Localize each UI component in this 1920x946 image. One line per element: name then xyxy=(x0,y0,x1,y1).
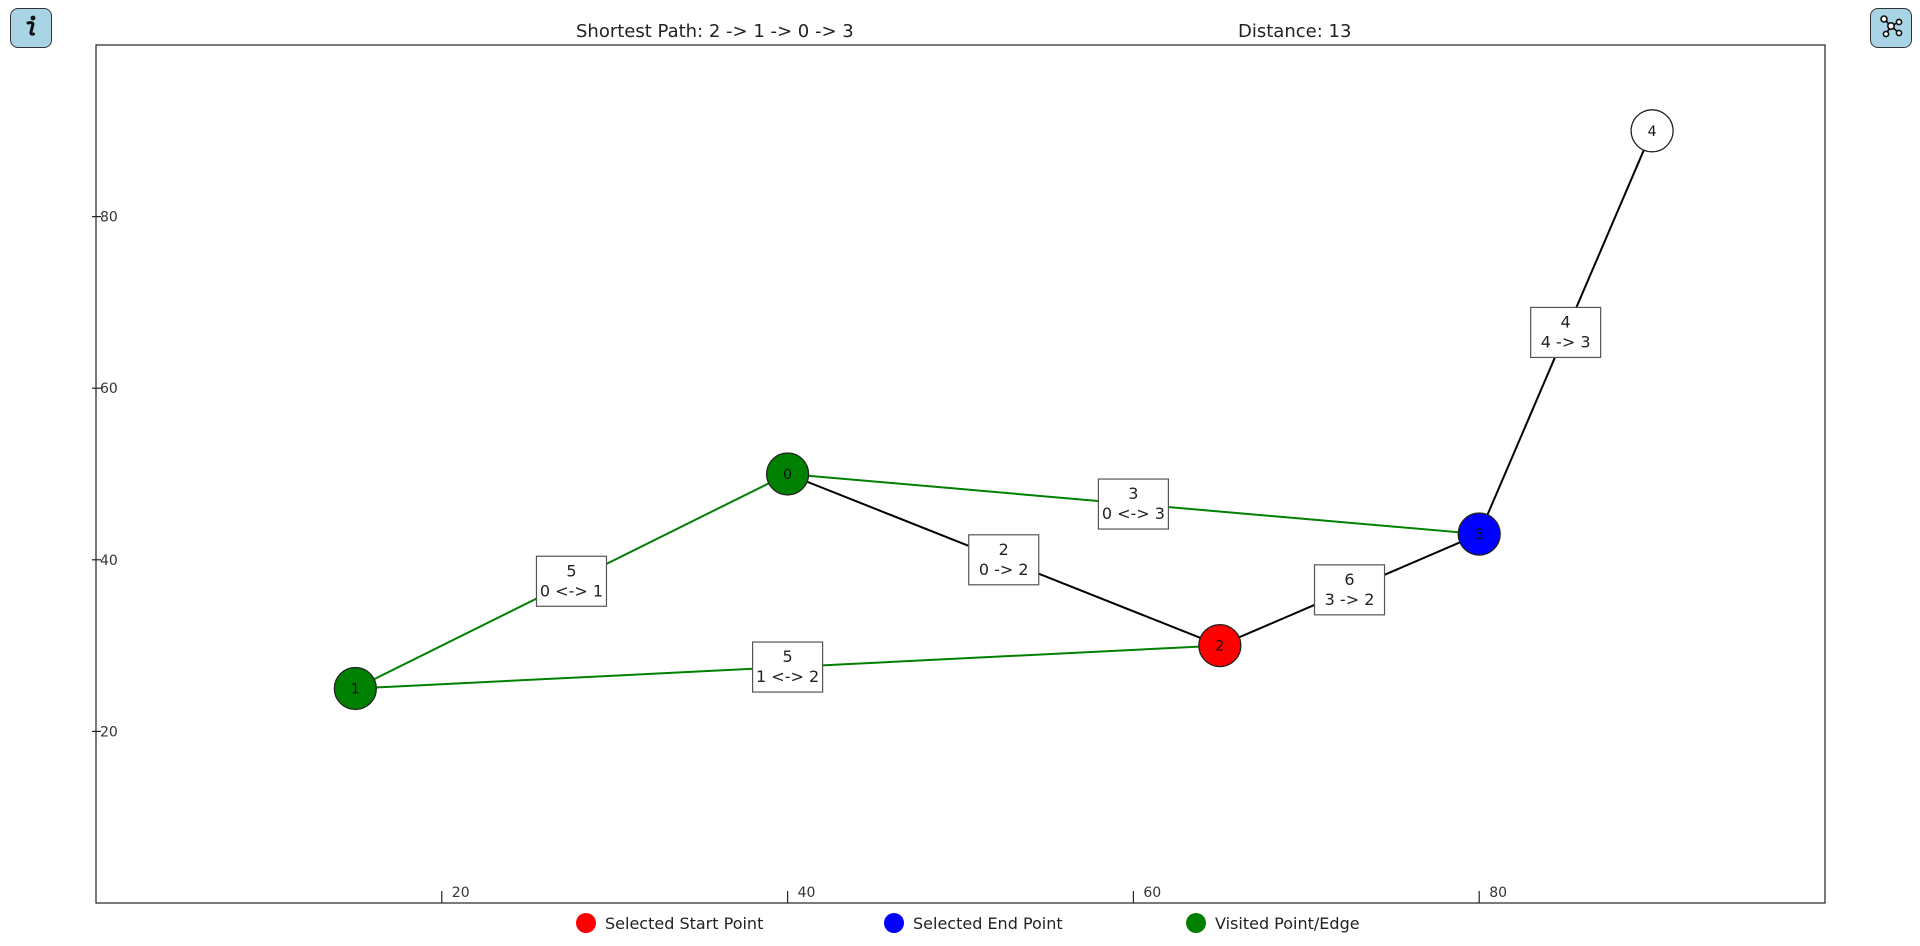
y-tick-label: 20 xyxy=(100,724,118,740)
info-button[interactable] xyxy=(10,8,52,48)
shortest-path-text: Shortest Path: 2 -> 1 -> 0 -> 3 xyxy=(576,21,854,42)
edge-label-box xyxy=(1313,564,1386,616)
x-tick-label: 20 xyxy=(452,885,470,901)
legend-start-label: Selected Start Point xyxy=(605,913,764,933)
edge-label-0-3[interactable]: 30 <-> 3 xyxy=(1097,478,1170,530)
x-tick-label: 80 xyxy=(1489,885,1507,901)
node-circle xyxy=(1198,623,1242,668)
edge-weight: 5 xyxy=(783,647,793,666)
edge-weight: 2 xyxy=(999,540,1009,559)
node-circle xyxy=(333,666,378,711)
graph-network-button[interactable] xyxy=(1870,8,1912,48)
edge-weight: 6 xyxy=(1344,570,1354,589)
node-label: 4 xyxy=(1648,124,1657,140)
graph-network-icon xyxy=(1878,13,1904,43)
plot-frame xyxy=(95,44,1826,904)
edge-direction: 0 <-> 1 xyxy=(540,581,603,600)
edge-direction: 4 -> 3 xyxy=(1541,332,1591,351)
edge-label-0-1[interactable]: 50 <-> 1 xyxy=(535,555,608,607)
node-circle xyxy=(765,452,810,496)
legend-start-dot xyxy=(576,913,596,933)
node-circle xyxy=(1457,512,1501,556)
x-tick-label: 40 xyxy=(798,885,816,901)
edge-label-box xyxy=(1097,478,1170,530)
node-label: 1 xyxy=(351,682,360,698)
legend-start: Selected Start Point xyxy=(576,913,763,933)
nodes: 0 1 2 3 4 xyxy=(333,109,1674,711)
info-icon xyxy=(18,13,44,43)
node-4[interactable]: 4 xyxy=(1630,109,1674,153)
edge-label-box xyxy=(535,555,608,607)
node-circle xyxy=(1630,109,1674,153)
node-3[interactable]: 3 xyxy=(1457,512,1501,556)
node-label: 0 xyxy=(783,467,792,483)
edge-direction: 0 <-> 3 xyxy=(1102,504,1165,523)
y-tick-label: 60 xyxy=(100,381,118,397)
edge-weight: 3 xyxy=(1128,484,1138,503)
edge-label-0-2[interactable]: 20 -> 2 xyxy=(968,534,1040,586)
edge-label-box xyxy=(1530,306,1602,359)
node-1[interactable]: 1 xyxy=(333,666,378,711)
edge-label-3-2[interactable]: 63 -> 2 xyxy=(1313,564,1386,616)
edge-labels: 50 <-> 151 <-> 230 <-> 320 -> 263 -> 244… xyxy=(535,306,1602,693)
edge-direction: 0 -> 2 xyxy=(979,560,1029,579)
x-tick-label: 60 xyxy=(1143,885,1161,901)
node-label: 2 xyxy=(1215,639,1224,655)
edge-direction: 3 -> 2 xyxy=(1325,590,1375,609)
edge-label-box xyxy=(751,641,824,693)
distance-text: Distance: 13 xyxy=(1238,21,1352,42)
node-0[interactable]: 0 xyxy=(765,452,810,496)
edge-label-box xyxy=(968,534,1040,586)
edge-weight: 4 xyxy=(1561,312,1571,331)
legend-visited-label: Visited Point/Edge xyxy=(1215,913,1360,933)
legend-end: Selected End Point xyxy=(884,913,1063,933)
legend-visited-dot xyxy=(1186,913,1206,933)
edge-label-1-2[interactable]: 51 <-> 2 xyxy=(751,641,824,693)
legend-end-dot xyxy=(884,913,904,933)
legend-visited: Visited Point/Edge xyxy=(1186,913,1360,933)
edge-weight: 5 xyxy=(566,561,576,580)
legend-end-label: Selected End Point xyxy=(913,913,1063,933)
node-2[interactable]: 2 xyxy=(1198,623,1242,668)
legend: Selected Start Point Selected End Point … xyxy=(0,913,1920,937)
edge-direction: 1 <-> 2 xyxy=(756,667,819,686)
node-label: 3 xyxy=(1475,527,1484,543)
edge-label-4-3[interactable]: 44 -> 3 xyxy=(1530,306,1602,359)
y-tick-label: 40 xyxy=(100,553,118,569)
y-tick-label: 80 xyxy=(100,210,118,226)
